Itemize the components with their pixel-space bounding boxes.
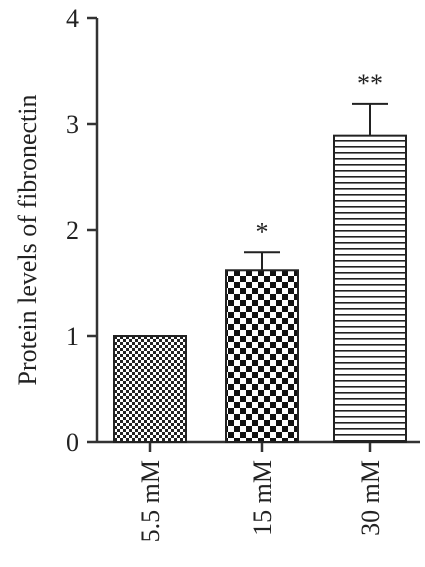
significance-label-2: *: [256, 217, 269, 246]
significance-label-3: **: [357, 69, 383, 98]
y-tick-label: 0: [66, 428, 79, 457]
y-tick-label: 1: [66, 322, 79, 351]
y-axis: 0 1 2 3 4: [66, 4, 99, 457]
x-tick-label: 15 mM: [248, 460, 277, 536]
x-tick-label: 5.5 mM: [136, 460, 165, 542]
y-tick-label: 4: [66, 4, 79, 33]
bars: ***: [113, 69, 407, 443]
y-axis-label: Protein levels of fibronectin: [13, 95, 42, 386]
bar-3: [333, 134, 407, 443]
y-tick-label: 3: [66, 110, 79, 139]
y-tick-label: 2: [66, 216, 79, 245]
bar-2: [225, 269, 299, 443]
bar-1: [113, 335, 187, 443]
x-tick-label: 30 mM: [356, 460, 385, 536]
x-axis: 5.5 mM 15 mM 30 mM: [97, 440, 420, 542]
